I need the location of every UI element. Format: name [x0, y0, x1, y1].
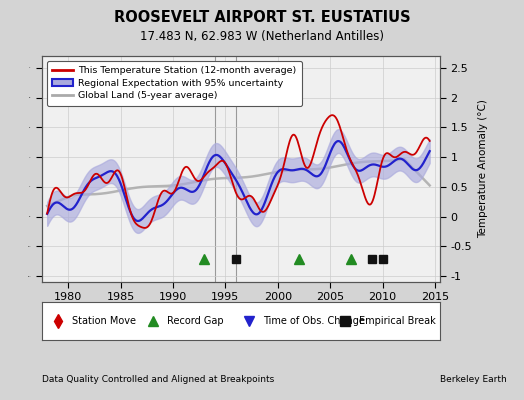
Text: Data Quality Controlled and Aligned at Breakpoints: Data Quality Controlled and Aligned at B… [42, 375, 274, 384]
Y-axis label: Temperature Anomaly (°C): Temperature Anomaly (°C) [478, 100, 488, 238]
Text: Record Gap: Record Gap [167, 316, 224, 326]
Text: 17.483 N, 62.983 W (Netherland Antilles): 17.483 N, 62.983 W (Netherland Antilles) [140, 30, 384, 43]
Text: Berkeley Earth: Berkeley Earth [440, 375, 507, 384]
Text: Time of Obs. Change: Time of Obs. Change [263, 316, 365, 326]
Text: Empirical Break: Empirical Break [358, 316, 435, 326]
Legend: This Temperature Station (12-month average), Regional Expectation with 95% uncer: This Temperature Station (12-month avera… [47, 61, 302, 106]
Text: ROOSEVELT AIRPORT ST. EUSTATIUS: ROOSEVELT AIRPORT ST. EUSTATIUS [114, 10, 410, 25]
Text: Station Move: Station Move [72, 316, 136, 326]
